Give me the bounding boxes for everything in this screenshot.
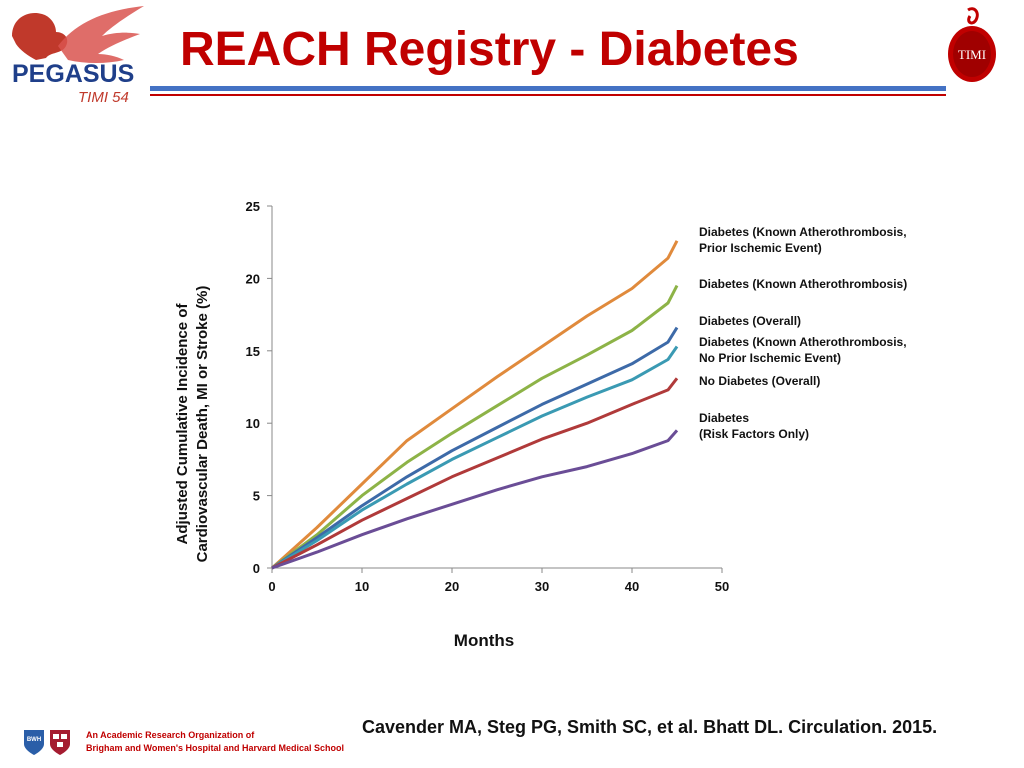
y-tick-label: 10 [246,416,260,431]
chart-series [270,240,679,570]
y-axis-title-line2: Cardiovascular Death, MI or Stroke (%) [194,286,211,563]
series-line-4 [271,345,679,570]
x-tick-label: 30 [535,579,549,594]
legend-label-1: Diabetes (Known Atherothrombosis, [699,225,907,239]
bwh-shield-text: BWH [27,737,41,743]
y-axis-title: Adjusted Cumulative Incidence of Cardiov… [174,286,211,563]
kaplan-meier-chart: Adjusted Cumulative Incidence of Cardiov… [174,199,907,650]
x-tick-label: 50 [715,579,729,594]
x-axis-title: Months [454,631,514,650]
legend-label-6: Diabetes [699,411,749,425]
footer-organization: An Academic Research Organization of Bri… [86,729,344,755]
y-tick-label: 0 [253,561,260,576]
series-line-5 [271,377,679,570]
pegasus-logo: PEGASUS TIMI 54 [12,6,144,106]
y-axis-title-line1: Adjusted Cumulative Incidence of [174,303,191,545]
timi-logo-text: TIMI [958,47,986,62]
legend-label-6: (Risk Factors Only) [699,427,809,441]
citation: Cavender MA, Steg PG, Smith SC, et al. B… [362,717,938,737]
header-rule-blue [150,86,946,91]
footer-logos: BWH [24,730,70,755]
x-tick-label: 40 [625,579,639,594]
pegasus-wing-icon [58,6,144,63]
footer-org-line2: Brigham and Women's Hospital and Harvard… [86,743,345,753]
footer-org-line1: An Academic Research Organization of [86,730,255,740]
timi-logo: TIMI [948,7,996,82]
pegasus-sub: TIMI 54 [78,89,129,106]
bwh-shield-icon [24,730,44,755]
header-rule-red [150,94,946,96]
pegasus-word: PEGASUS [12,60,134,88]
legend-label-4: No Prior Ischemic Event) [699,351,841,365]
series-line-2 [271,284,679,570]
series-line-3 [271,326,679,570]
chart-legend: Diabetes (Known Atherothrombosis, Prior I… [699,225,907,441]
x-tick-label: 0 [268,579,275,594]
y-tick-label: 25 [246,199,260,214]
legend-label-5: No Diabetes (Overall) [699,374,820,388]
series-line-6 [271,429,679,570]
x-tick-label: 10 [355,579,369,594]
legend-label-1: Prior Ischemic Event) [699,241,822,255]
legend-label-2: Diabetes (Known Atherothrombosis) [699,277,907,291]
page-title: REACH Registry - Diabetes [180,23,799,76]
x-tick-label: 20 [445,579,459,594]
series-line-1 [270,240,679,570]
y-tick-label: 5 [253,489,260,504]
pegasus-horse-icon [12,12,68,61]
y-tick-label: 20 [246,271,260,286]
legend-label-3: Diabetes (Overall) [699,314,801,328]
legend-label-4: Diabetes (Known Atherothrombosis, [699,335,907,349]
y-tick-label: 15 [246,344,260,359]
chart-axes: 0 5 10 15 20 25 0 10 20 30 40 50 [246,199,730,594]
